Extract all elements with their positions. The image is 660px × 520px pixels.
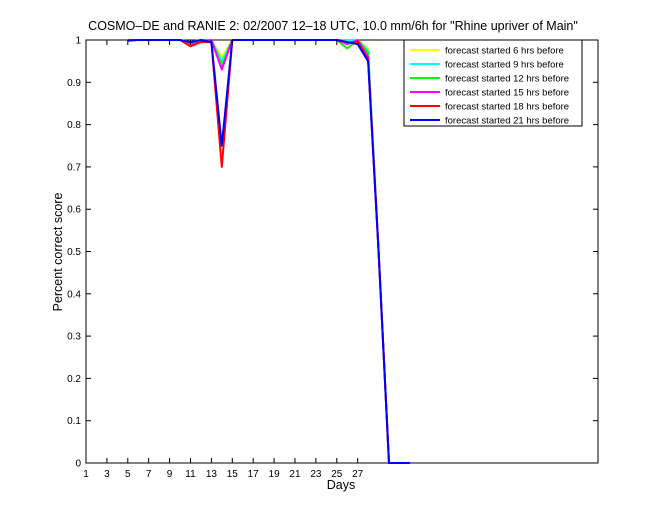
y-tick-label: 0.4	[67, 289, 81, 300]
x-tick-label: 21	[289, 469, 301, 480]
x-tick-label: 17	[248, 469, 260, 480]
legend-label: forecast started 6 hrs before	[445, 46, 564, 57]
x-tick-label: 23	[310, 469, 322, 480]
y-tick-label: 0.7	[67, 162, 81, 173]
legend-label: forecast started 12 hrs before	[445, 74, 569, 85]
x-tick-label: 9	[167, 469, 173, 480]
x-tick-label: 19	[269, 469, 281, 480]
y-tick-label: 0.8	[67, 120, 81, 131]
y-tick-label: 0.9	[67, 78, 81, 89]
y-tick-label: 0.2	[67, 374, 81, 385]
legend-label: forecast started 15 hrs before	[445, 88, 569, 99]
legend-label: forecast started 9 hrs before	[445, 60, 564, 71]
x-tick-label: 15	[227, 469, 239, 480]
y-tick-label: 0	[75, 459, 81, 470]
x-tick-label: 5	[125, 469, 131, 480]
series-lines	[127, 39, 410, 464]
legend: forecast started 6 hrs before forecast st…	[403, 39, 583, 127]
y-tick-label: 0.6	[67, 205, 81, 216]
y-axis-label: Percent correct score	[51, 193, 65, 312]
x-axis-label: Days	[327, 478, 355, 492]
chart-title: COSMO–DE and RANIE 2: 02/2007 12–18 UTC,…	[88, 19, 578, 33]
x-tick-label: 25	[331, 469, 343, 480]
x-tick-label: 13	[206, 469, 218, 480]
series-line-6	[127, 39, 410, 464]
y-tick-label: 1	[75, 36, 81, 47]
y-tick-label: 0.3	[67, 332, 81, 343]
x-tick-label: 1	[83, 469, 89, 480]
y-tick-label: 0.1	[67, 416, 81, 427]
x-tick-label: 11	[185, 469, 196, 480]
y-axis: 0 0.1 0.2 0.3 0.4 0.5 0.6 0.7 0.8 0.9 1	[67, 36, 598, 470]
legend-label: forecast started 18 hrs before	[445, 102, 569, 113]
x-tick-label: 27	[352, 469, 364, 480]
x-tick-label: 3	[104, 469, 110, 480]
x-tick-label: 7	[146, 469, 152, 480]
x-axis: 1 3 5 7 9 11 13 15 17 19 21 23 25 27	[83, 40, 364, 480]
legend-label: forecast started 21 hrs before	[445, 116, 569, 127]
legend-box	[403, 39, 583, 127]
y-tick-label: 0.5	[67, 247, 81, 258]
